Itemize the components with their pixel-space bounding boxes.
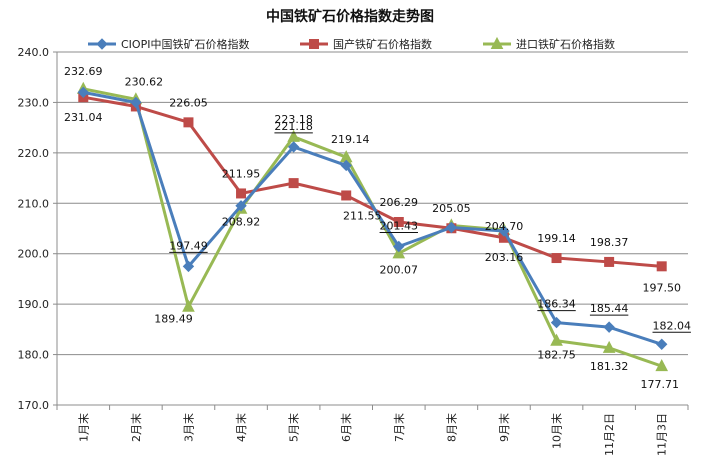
x-tick-label: 11月2日 (603, 413, 616, 456)
series (76, 81, 669, 372)
data-label: 201.43 (380, 220, 419, 233)
data-point (182, 299, 195, 312)
data-label: 177.71 (640, 378, 679, 391)
data-label: 211.55 (343, 209, 382, 222)
data-point (236, 188, 247, 199)
y-tick-label: 180.0 (18, 349, 50, 362)
y-tick-label: 230.0 (18, 96, 50, 109)
data-point (341, 190, 352, 201)
y-tick-label: 220.0 (18, 147, 50, 160)
x-tick-label: 11月3日 (656, 413, 669, 456)
data-point (603, 321, 615, 333)
data-point (551, 253, 562, 264)
data-label: 211.95 (222, 167, 261, 180)
legend-item-0: CIOPI中国铁矿石价格指数 (88, 37, 249, 51)
data-label: 197.49 (169, 239, 208, 252)
legend-label: 进口铁矿石价格指数 (516, 37, 615, 51)
data-point (656, 338, 668, 350)
x-tick-label: 8月末 (444, 413, 458, 442)
x-tick-label: 6月末 (339, 413, 353, 442)
x-tick-label: 7月末 (392, 413, 406, 442)
legend-swatch-marker (309, 39, 319, 49)
data-label: 232.69 (64, 65, 103, 78)
x-tick-label: 9月末 (497, 413, 511, 442)
x-tick-label: 10月末 (550, 413, 564, 449)
data-label: 181.32 (590, 360, 629, 373)
data-point (550, 316, 563, 329)
y-tick-label: 170.0 (18, 399, 50, 412)
legend: CIOPI中国铁矿石价格指数 国产铁矿石价格指数 进口铁矿石价格指数 (88, 36, 615, 51)
data-label: 189.49 (154, 313, 193, 326)
data-point (604, 256, 615, 267)
data-label: 226.05 (169, 96, 208, 109)
data-label: 230.62 (125, 75, 164, 88)
data-point (445, 221, 458, 234)
data-label: 221.18 (274, 120, 313, 133)
data-label: 219.14 (331, 133, 370, 146)
data-label: 203.16 (485, 251, 524, 264)
legend-item-1: 国产铁矿石价格指数 (300, 37, 432, 51)
data-label: 197.50 (642, 281, 681, 294)
data-label: 206.29 (380, 196, 419, 209)
data-point (77, 86, 89, 99)
data-point (182, 260, 195, 273)
chart-title: 中国铁矿石价格指数走势图 (266, 8, 434, 25)
data-point (287, 141, 300, 153)
series-line (83, 90, 663, 346)
y-tick-label: 200.0 (18, 248, 50, 261)
series-0 (77, 86, 668, 350)
data-label: 200.07 (380, 263, 419, 276)
data-point (130, 96, 142, 109)
data-label: 204.70 (485, 220, 524, 233)
x-tick-label: 4月末 (234, 413, 248, 442)
data-point (656, 261, 667, 272)
data-label: 186.34 (537, 298, 576, 311)
data-label: 231.04 (64, 111, 103, 124)
data-point (393, 216, 404, 227)
x-tick-label: 2月末 (129, 413, 143, 442)
data-label: 205.05 (432, 202, 471, 215)
y-tick-label: 210.0 (18, 197, 50, 210)
y-tick-label: 240.0 (18, 46, 50, 59)
data-labels: 197.49 221.18 201.43 186.34 185.44 182.04 231.… (64, 65, 691, 391)
y-tick-label: 190.0 (18, 298, 50, 311)
x-tick-label: 5月末 (287, 413, 301, 442)
legend-label: 国产铁矿石价格指数 (333, 37, 432, 51)
data-point (183, 117, 194, 128)
data-point (550, 333, 563, 346)
legend-swatch-marker (490, 36, 504, 49)
data-point (655, 359, 669, 372)
data-point (498, 225, 510, 237)
data-point (393, 240, 405, 253)
data-label: 185.44 (590, 302, 629, 315)
legend-label: CIOPI中国铁矿石价格指数 (121, 37, 249, 51)
legend-swatch-marker (96, 38, 108, 50)
x-tick-label: 1月末 (76, 413, 90, 442)
x-tick-label: 3月末 (181, 413, 195, 442)
axes: 170.0 180.0 190.0 200.0 210.0 220.0 230.0 240.0… (18, 46, 689, 456)
data-point (288, 178, 299, 189)
data-point (602, 340, 616, 353)
data-label: 182.04 (652, 319, 691, 332)
data-point (392, 246, 406, 259)
data-label: 182.75 (537, 349, 576, 362)
data-point (235, 200, 247, 212)
data-label: 208.92 (222, 216, 261, 229)
data-label: 223.18 (274, 113, 313, 126)
data-point (340, 159, 352, 172)
data-label: 198.37 (590, 236, 629, 249)
legend-item-2: 进口铁矿石价格指数 (483, 36, 615, 51)
data-label: 199.14 (537, 232, 576, 245)
